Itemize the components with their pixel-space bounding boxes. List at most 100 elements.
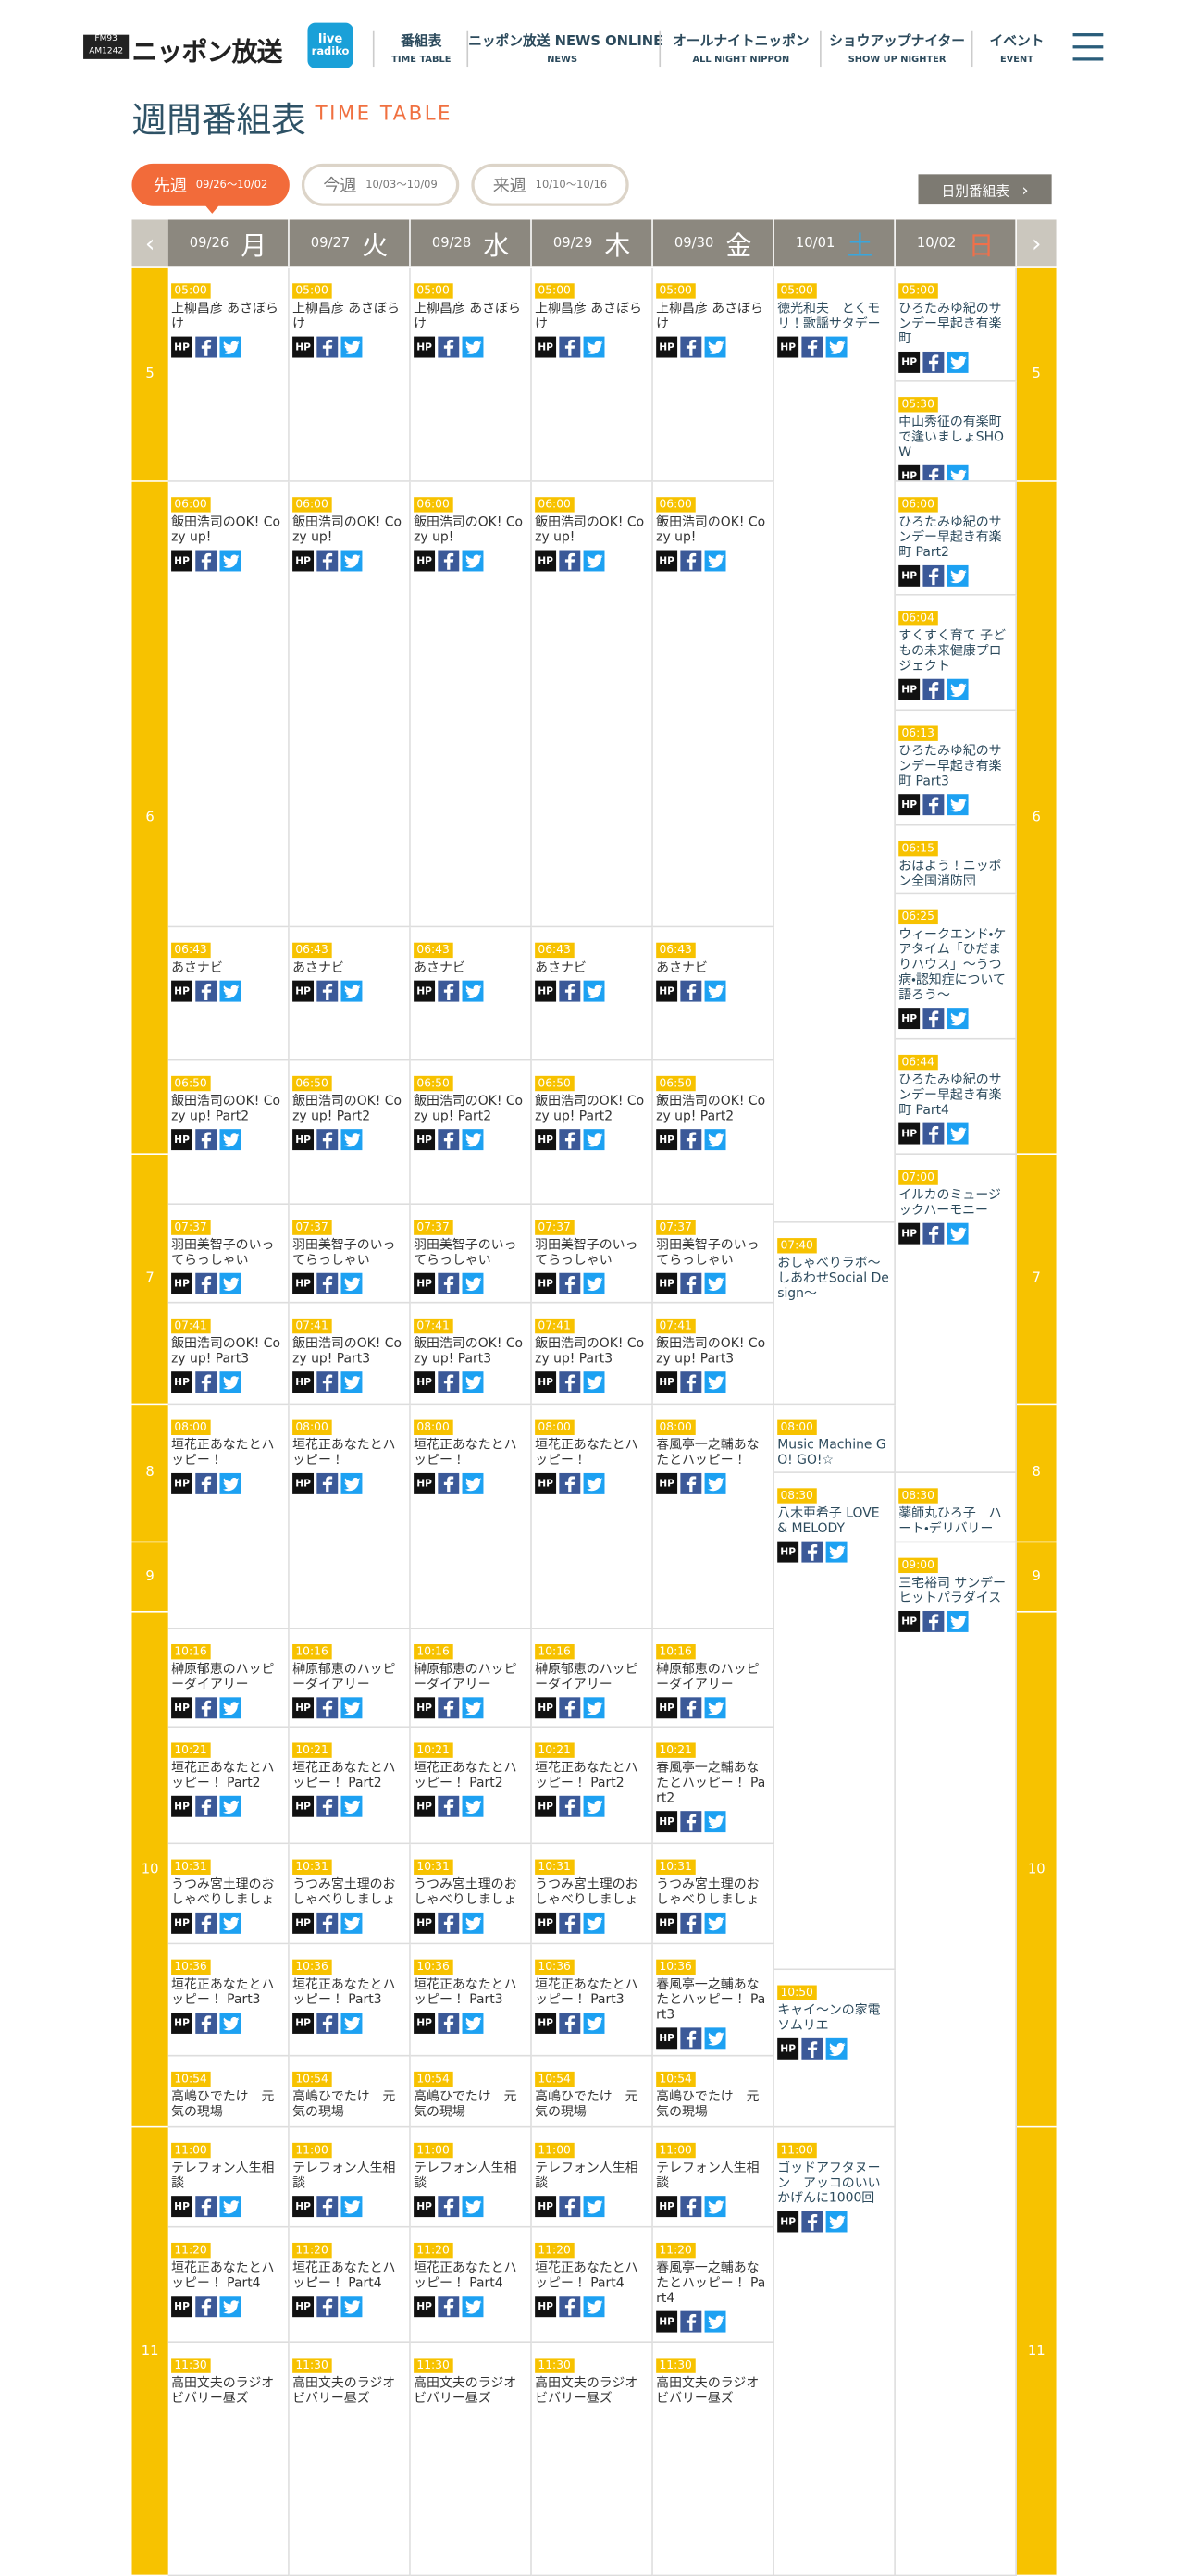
- hp-link[interactable]: HP: [656, 336, 678, 358]
- facebook-link[interactable]: [922, 794, 945, 816]
- facebook-link[interactable]: [316, 1272, 339, 1294]
- hp-link[interactable]: HP: [292, 1912, 315, 1934]
- program-cell[interactable]: 10:54 高嶋ひでたけ 元気の現場: [652, 2056, 774, 2128]
- logo-frequency[interactable]: FM93 AM1242: [83, 34, 130, 59]
- twitter-link[interactable]: [947, 464, 969, 481]
- twitter-link[interactable]: [219, 1912, 241, 1934]
- prev-arrow[interactable]: ‹: [131, 219, 168, 267]
- program-cell[interactable]: 10:54 高嶋ひでたけ 元気の現場: [289, 2056, 411, 2128]
- twitter-link[interactable]: [340, 2296, 363, 2318]
- facebook-link[interactable]: [195, 550, 217, 572]
- facebook-link[interactable]: [438, 1272, 460, 1294]
- hp-link[interactable]: HP: [292, 1697, 315, 1719]
- facebook-link[interactable]: [316, 550, 339, 572]
- program-cell[interactable]: 06:00 ひろたみゆ紀のサンデー早起き有楽町 Part2 HP: [895, 481, 1017, 596]
- program-cell[interactable]: 10:54 高嶋ひでたけ 元気の現場: [167, 2056, 290, 2128]
- twitter-link[interactable]: [219, 336, 241, 358]
- program-cell[interactable]: 10:21 垣花正あなたとハッピー！ Part2 HP: [167, 1728, 290, 1845]
- program-cell[interactable]: 10:31 うつみ宮土理のおしゃべりしましょ HP: [410, 1844, 532, 1945]
- program-cell[interactable]: 06:50 飯田浩司のOK! Cozy up! Part2 HP: [652, 1060, 774, 1206]
- program-cell[interactable]: 07:41 飯田浩司のOK! Cozy up! Part3 HP: [410, 1303, 532, 1406]
- hp-link[interactable]: HP: [898, 351, 921, 373]
- program-cell[interactable]: 06:00 飯田浩司のOK! Cozy up! HP: [531, 481, 653, 928]
- hp-link[interactable]: HP: [414, 336, 436, 358]
- twitter-link[interactable]: [583, 1371, 605, 1393]
- program-cell[interactable]: 06:50 飯田浩司のOK! Cozy up! Part2 HP: [289, 1060, 411, 1206]
- hp-link[interactable]: HP: [656, 980, 678, 1002]
- facebook-link[interactable]: [922, 564, 945, 587]
- twitter-link[interactable]: [340, 1697, 363, 1719]
- facebook-link[interactable]: [316, 1129, 339, 1151]
- program-cell[interactable]: 06:44 ひろたみゆ紀のサンデー早起き有楽町 Part4 HP: [895, 1039, 1017, 1156]
- facebook-link[interactable]: [680, 1811, 702, 1833]
- twitter-link[interactable]: [704, 1811, 726, 1833]
- twitter-link[interactable]: [462, 1129, 484, 1151]
- hp-link[interactable]: HP: [414, 550, 436, 572]
- twitter-link[interactable]: [583, 1472, 605, 1494]
- twitter-link[interactable]: [462, 2196, 484, 2218]
- hp-link[interactable]: HP: [171, 336, 193, 358]
- program-cell[interactable]: 07:37 羽田美智子のいってらっしゃい HP: [289, 1205, 411, 1304]
- twitter-link[interactable]: [583, 1795, 605, 1817]
- twitter-link[interactable]: [462, 1472, 484, 1494]
- facebook-link[interactable]: [195, 2196, 217, 2218]
- program-cell[interactable]: 06:43 あさナビ HP: [652, 927, 774, 1061]
- facebook-link[interactable]: [195, 1371, 217, 1393]
- facebook-link[interactable]: [680, 980, 702, 1002]
- program-cell[interactable]: 06:50 飯田浩司のOK! Cozy up! Part2 HP: [167, 1060, 290, 1206]
- twitter-link[interactable]: [462, 2012, 484, 2034]
- facebook-link[interactable]: [195, 1129, 217, 1151]
- twitter-link[interactable]: [340, 1912, 363, 1934]
- program-cell[interactable]: 05:00 ひろたみゆ紀のサンデー早起き有楽町 HP: [895, 267, 1017, 382]
- twitter-link[interactable]: [947, 1122, 969, 1145]
- hp-link[interactable]: HP: [656, 2196, 678, 2218]
- facebook-link[interactable]: [559, 1472, 581, 1494]
- twitter-link[interactable]: [219, 2296, 241, 2318]
- program-cell[interactable]: 06:50 飯田浩司のOK! Cozy up! Part2 HP: [531, 1060, 653, 1206]
- hp-link[interactable]: HP: [898, 1122, 921, 1145]
- twitter-link[interactable]: [462, 1371, 484, 1393]
- hp-link[interactable]: HP: [898, 1222, 921, 1245]
- twitter-link[interactable]: [340, 1472, 363, 1494]
- program-cell[interactable]: 11:00 テレフォン人生相談 HP: [410, 2127, 532, 2228]
- twitter-link[interactable]: [583, 1912, 605, 1934]
- twitter-link[interactable]: [947, 1222, 969, 1245]
- twitter-link[interactable]: [219, 1272, 241, 1294]
- nav-item[interactable]: ニッポン放送 NEWS ONLINE NEWS: [466, 30, 662, 68]
- program-cell[interactable]: 10:21 垣花正あなたとハッピー！ Part2 HP: [410, 1728, 532, 1845]
- twitter-link[interactable]: [462, 1272, 484, 1294]
- program-cell[interactable]: 05:00 徳光和夫 とくモリ！歌謡サタデー HP: [773, 267, 896, 1223]
- hp-link[interactable]: HP: [171, 2196, 193, 2218]
- facebook-link[interactable]: [195, 1272, 217, 1294]
- facebook-link[interactable]: [195, 980, 217, 1002]
- twitter-link[interactable]: [704, 1912, 726, 1934]
- facebook-link[interactable]: [922, 678, 945, 700]
- program-cell[interactable]: 10:21 垣花正あなたとハッピー！ Part2 HP: [531, 1728, 653, 1845]
- twitter-link[interactable]: [462, 1697, 484, 1719]
- facebook-link[interactable]: [438, 336, 460, 358]
- hp-link[interactable]: HP: [656, 1912, 678, 1934]
- facebook-link[interactable]: [801, 2037, 823, 2060]
- program-cell[interactable]: 11:30 高田文夫のラジオビバリー昼ズ: [531, 2343, 653, 2576]
- hp-link[interactable]: HP: [414, 980, 436, 1002]
- hp-link[interactable]: HP: [898, 1610, 921, 1632]
- hp-link[interactable]: HP: [171, 980, 193, 1002]
- twitter-link[interactable]: [462, 1912, 484, 1934]
- facebook-link[interactable]: [316, 1795, 339, 1817]
- twitter-link[interactable]: [462, 336, 484, 358]
- facebook-link[interactable]: [680, 1912, 702, 1934]
- hp-link[interactable]: HP: [656, 2310, 678, 2333]
- program-cell[interactable]: 06:43 あさナビ HP: [410, 927, 532, 1061]
- hp-link[interactable]: HP: [535, 2012, 557, 2034]
- facebook-link[interactable]: [316, 1371, 339, 1393]
- facebook-link[interactable]: [680, 2196, 702, 2218]
- hp-link[interactable]: HP: [292, 336, 315, 358]
- hp-link[interactable]: HP: [535, 1371, 557, 1393]
- program-cell[interactable]: 11:00 ゴッドアフタヌーン アッコのいいかげんに1000回 HP: [773, 2127, 896, 2576]
- facebook-link[interactable]: [195, 1697, 217, 1719]
- facebook-link[interactable]: [559, 1697, 581, 1719]
- facebook-link[interactable]: [680, 1697, 702, 1719]
- facebook-link[interactable]: [316, 1912, 339, 1934]
- program-cell[interactable]: 07:41 飯田浩司のOK! Cozy up! Part3 HP: [167, 1303, 290, 1406]
- twitter-link[interactable]: [219, 980, 241, 1002]
